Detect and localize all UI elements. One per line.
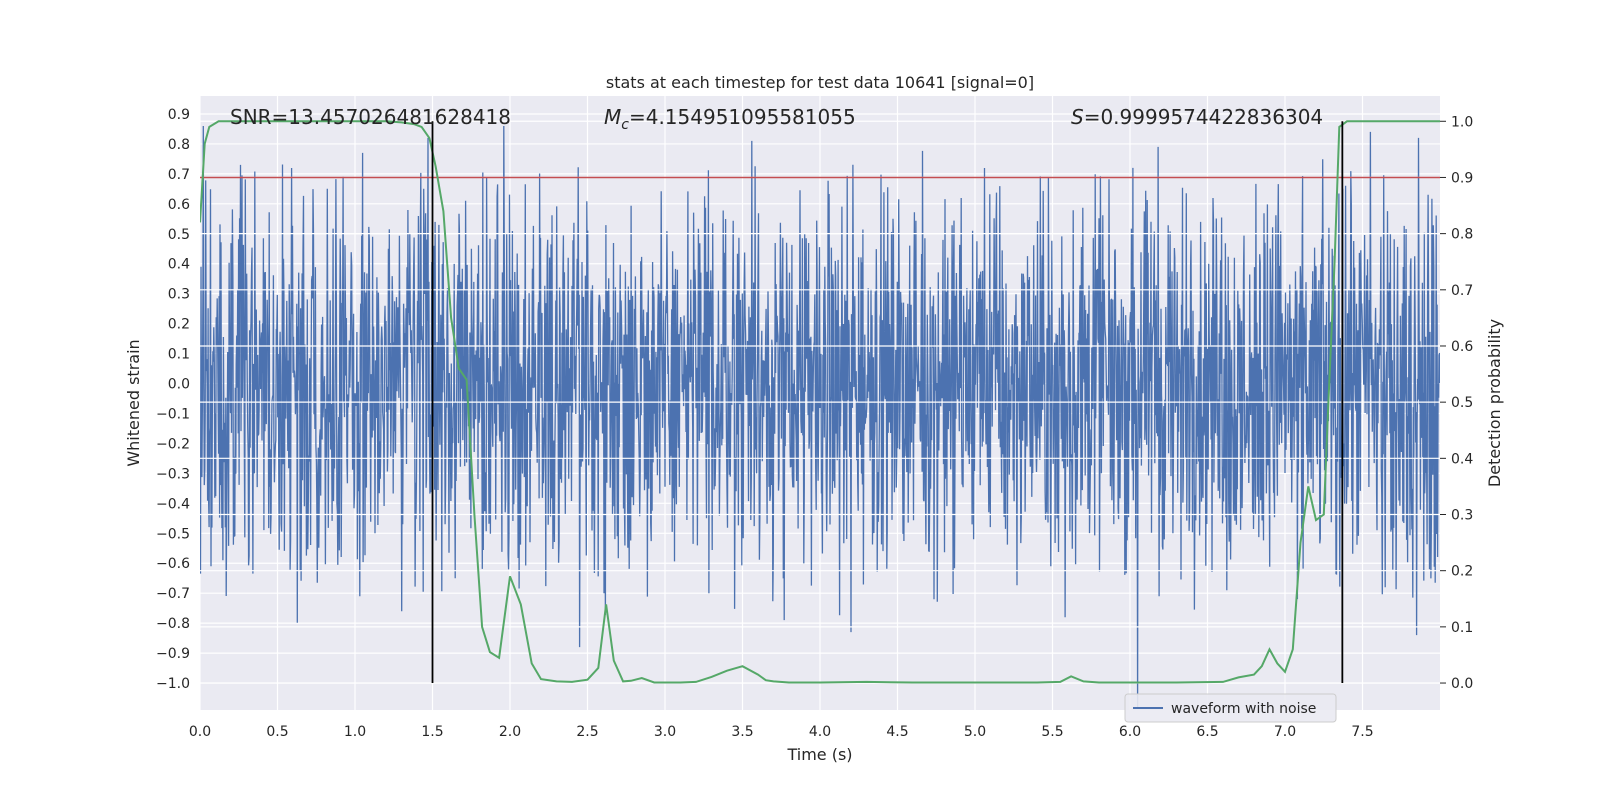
x-tick-label-11: 5.5 <box>1041 724 1063 740</box>
y-tick-label-14: −0.5 <box>156 526 190 542</box>
y-tick-label-9: 0.0 <box>168 377 190 393</box>
y2-tick-label-8: 0.2 <box>1451 564 1473 580</box>
y2-tick-label-10: 0.0 <box>1451 676 1473 692</box>
chart-title: stats at each timestep for test data 106… <box>606 73 1034 92</box>
y-tick-label-19: −1.0 <box>156 676 190 692</box>
mc-annotation: Mc=4.154951095581055 <box>604 105 856 133</box>
y-tick-label-18: −0.9 <box>156 646 190 662</box>
x-axis-label: Time (s) <box>786 745 852 764</box>
detection-probability-line <box>200 120 1440 684</box>
y2-tick-label-7: 0.3 <box>1451 508 1473 524</box>
x-tick-label-10: 5.0 <box>964 724 986 740</box>
x-tick-label-0: 0.0 <box>189 724 211 740</box>
y2-axis-label: Detection probability <box>1485 319 1504 487</box>
legend: waveform with noise <box>1124 693 1337 723</box>
y-axis-label: Whitened strain <box>124 339 143 466</box>
y-tick-label-13: −0.4 <box>156 496 190 512</box>
waveform-line <box>200 125 1440 708</box>
snr-annotation: SNR=13.457026481628418 <box>230 105 511 129</box>
y-tick-label-2: 0.7 <box>168 167 190 183</box>
y-tick-label-7: 0.2 <box>168 317 190 333</box>
x-tick-label-13: 6.5 <box>1196 724 1218 740</box>
x-tick-label-14: 7.0 <box>1274 724 1296 740</box>
y-tick-label-6: 0.3 <box>168 287 190 303</box>
y-tick-label-8: 0.1 <box>168 347 190 363</box>
y-tick-label-10: −0.1 <box>156 406 190 422</box>
y2-tick-label-6: 0.4 <box>1451 451 1473 467</box>
y-tick-label-3: 0.6 <box>168 197 190 213</box>
s-symbol: S <box>1071 105 1084 129</box>
y2-tick-label-3: 0.7 <box>1451 283 1473 299</box>
y2-tick-label-2: 0.8 <box>1451 227 1473 243</box>
x-tick-label-6: 3.0 <box>654 724 676 740</box>
detection-probability-group <box>200 120 1440 684</box>
mc-symbol: M <box>604 105 621 129</box>
mc-subscript: c <box>621 117 629 133</box>
x-tick-label-1: 0.5 <box>266 724 288 740</box>
y2-tick-label-4: 0.6 <box>1451 339 1473 355</box>
vertical-markers <box>431 121 1344 684</box>
x-tick-label-3: 1.5 <box>421 724 443 740</box>
y2-tick-labels: 1.0 0.9 0.8 0.7 0.6 0.5 0.4 0.3 0.2 0.1 0.0 <box>1440 114 1473 692</box>
x-tick-label-2: 1.0 <box>344 724 366 740</box>
y-tick-label-1: 0.8 <box>168 137 190 153</box>
y-tick-label-15: −0.6 <box>156 556 190 572</box>
x-tick-label-4: 2.0 <box>499 724 521 740</box>
x-tick-label-9: 4.5 <box>886 724 908 740</box>
x-tick-label-8: 4.0 <box>809 724 831 740</box>
s-annotation: S=0.9999574422836304 <box>1071 105 1323 129</box>
x-tick-labels: 0.0 0.5 1.0 1.5 2.0 2.5 3.0 3.5 4.0 4.5 5.0 5.5 6.0 6… <box>189 724 1374 740</box>
y-tick-label-16: −0.7 <box>156 586 190 602</box>
y2-tick-label-1: 0.9 <box>1451 170 1473 186</box>
x-tick-label-15: 7.5 <box>1351 724 1373 740</box>
y2-tick-label-9: 0.1 <box>1451 620 1473 636</box>
y2-tick-label-0: 1.0 <box>1451 114 1473 130</box>
s-value: =0.9999574422836304 <box>1084 105 1323 129</box>
y-tick-label-17: −0.8 <box>156 616 190 632</box>
waveform-series <box>200 125 1440 708</box>
x-tick-label-12: 6.0 <box>1119 724 1141 740</box>
legend-box <box>1124 693 1337 723</box>
y-tick-labels: 0.9 0.8 0.7 0.6 0.5 0.4 0.3 0.2 0.1 0.0 −0.1 −0.2 −0… <box>156 107 190 692</box>
legend-entry-waveform: waveform with noise <box>1171 701 1316 717</box>
x-tick-label-7: 3.5 <box>731 724 753 740</box>
y-tick-label-12: −0.3 <box>156 466 190 482</box>
y-tick-label-4: 0.5 <box>168 227 190 243</box>
y-tick-label-0: 0.9 <box>168 107 190 123</box>
y2-tick-label-5: 0.5 <box>1451 395 1473 411</box>
mc-value: =4.154951095581055 <box>629 105 856 129</box>
x-tick-label-5: 2.5 <box>576 724 598 740</box>
y-tick-label-5: 0.4 <box>168 257 190 273</box>
y-tick-label-11: −0.2 <box>156 436 190 452</box>
